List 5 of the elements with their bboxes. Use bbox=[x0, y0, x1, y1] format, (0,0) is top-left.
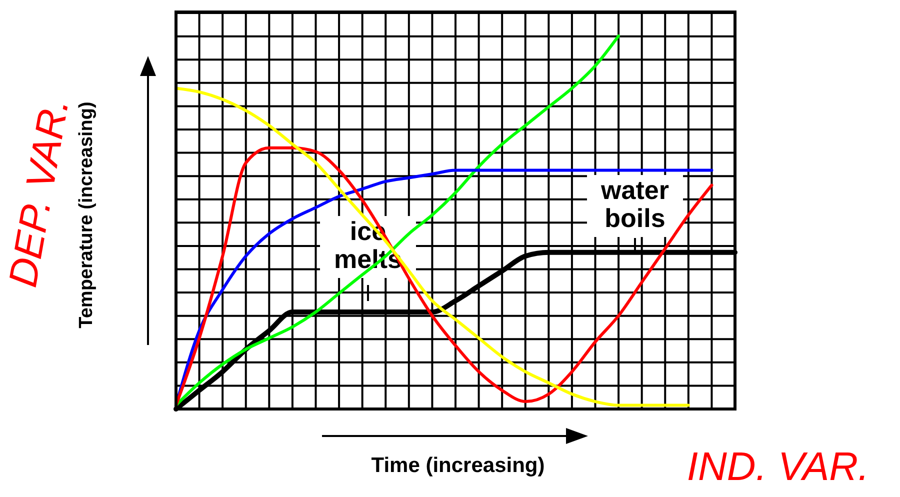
text: DEP. VAR. bbox=[0, 95, 78, 290]
x-axis-title: Time (increasing) bbox=[371, 454, 545, 477]
annotation: water boils bbox=[600, 175, 669, 233]
y-axis-title: Temperature (increasing) bbox=[76, 102, 97, 328]
text: IND. VAR. bbox=[686, 445, 870, 489]
